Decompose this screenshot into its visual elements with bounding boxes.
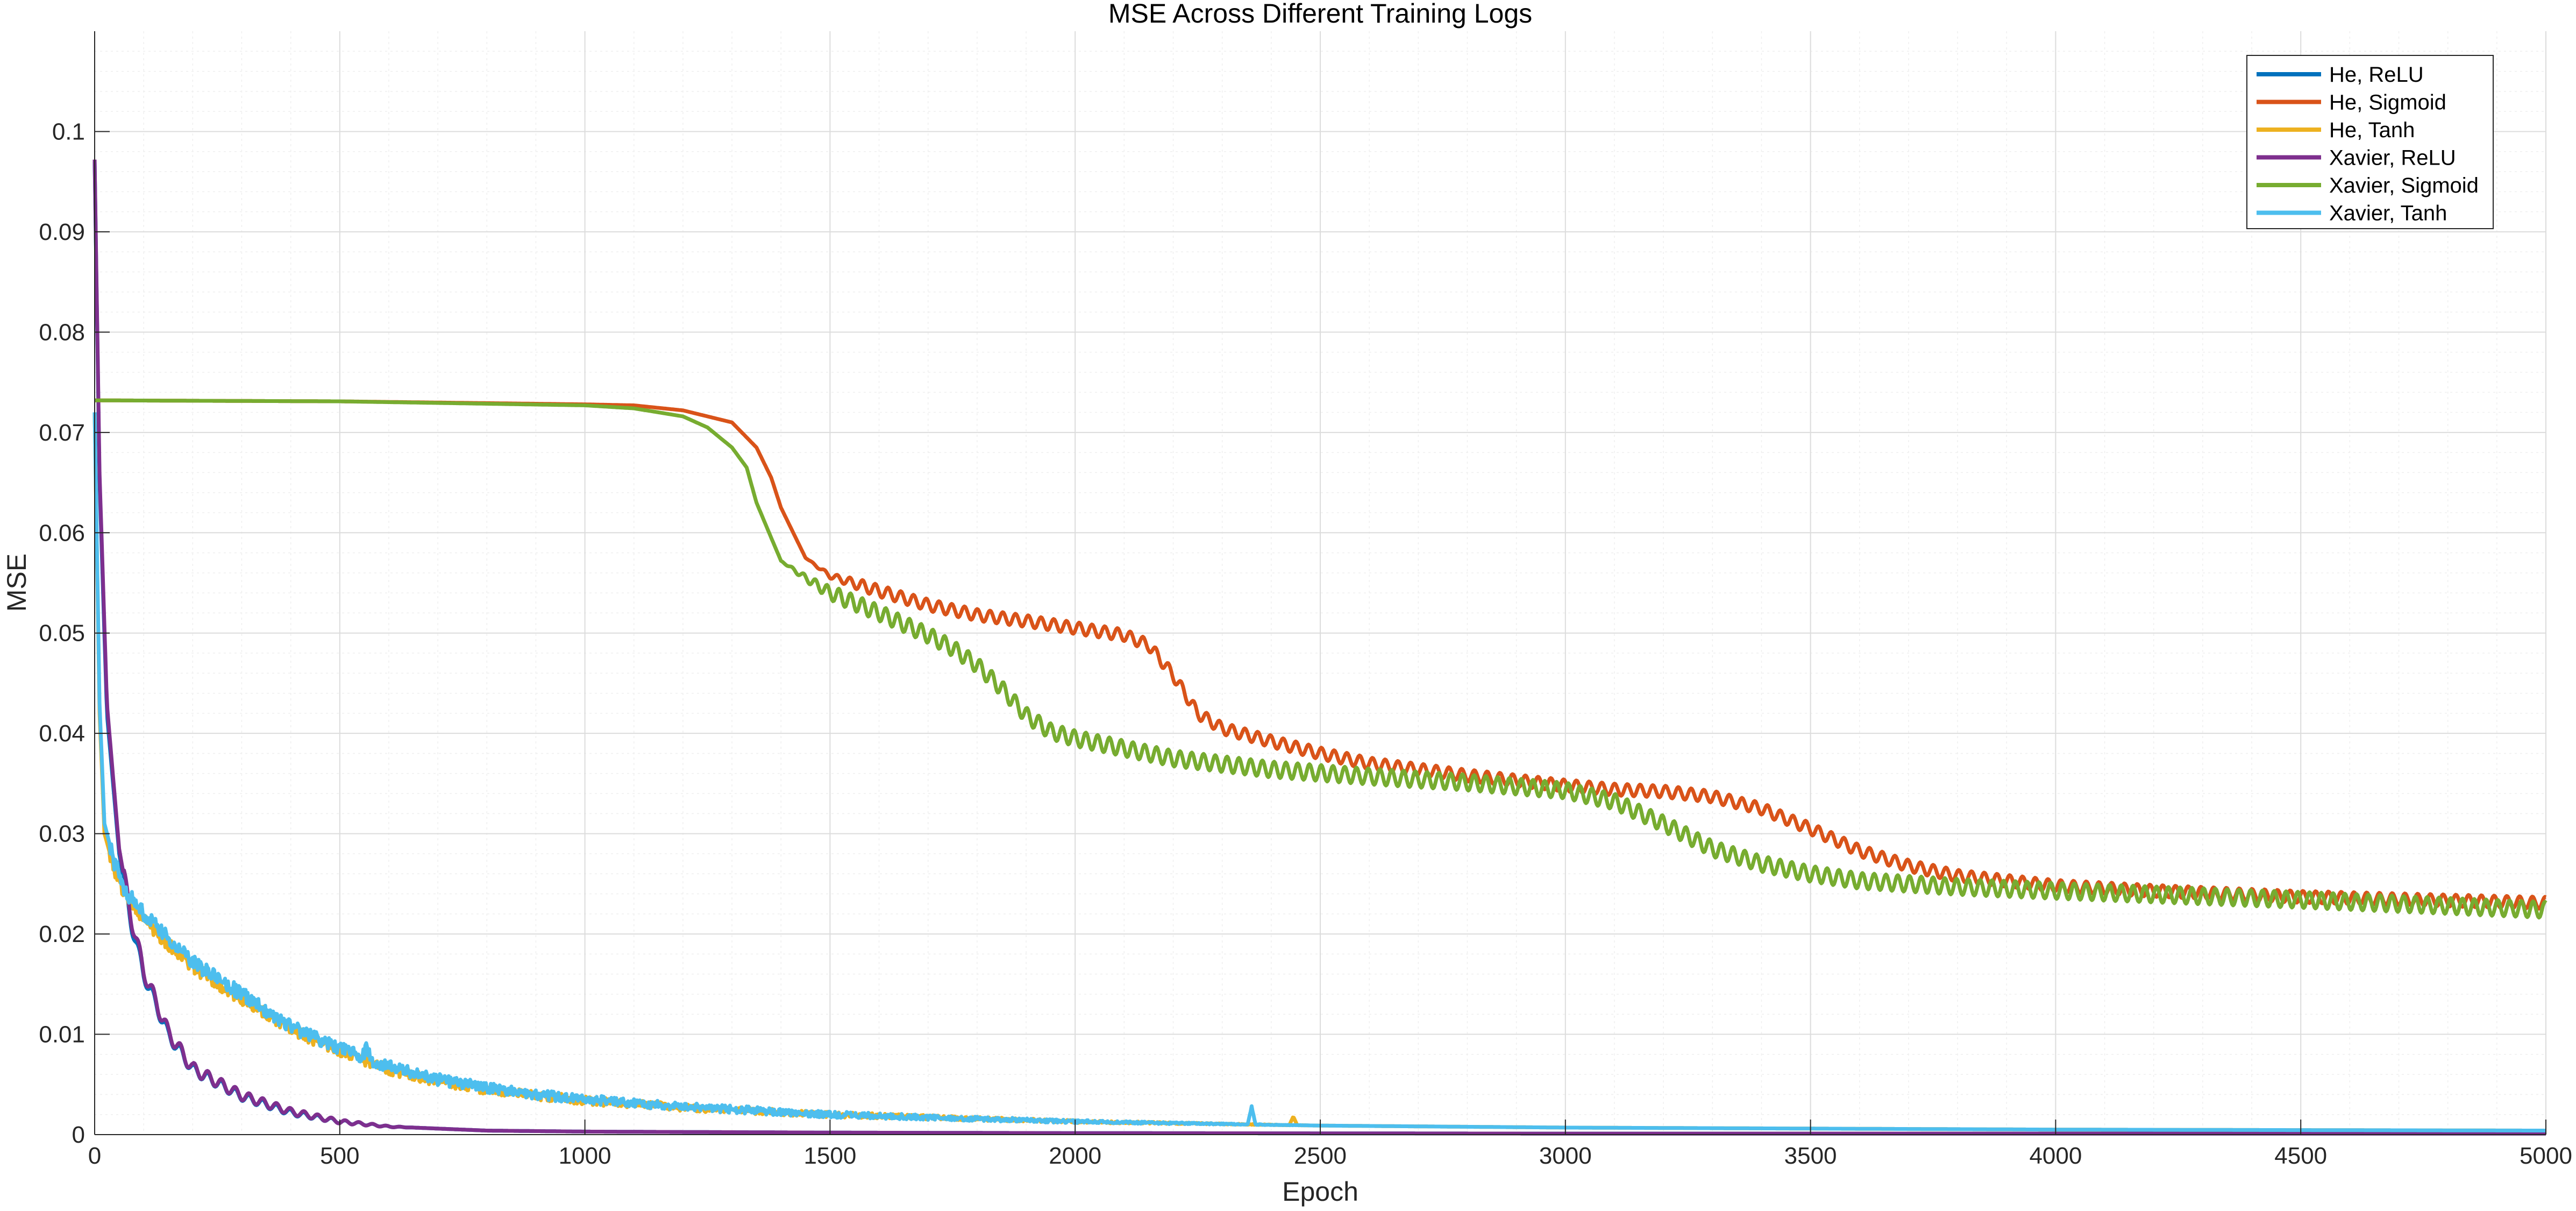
y-tick-label: 0.05 [39, 620, 85, 647]
legend-label: He, Tanh [2329, 118, 2415, 142]
chart-title: MSE Across Different Training Logs [1108, 0, 1532, 29]
series-line [94, 398, 2547, 920]
x-tick-label: 1000 [559, 1143, 611, 1169]
legend-label: Xavier, Tanh [2329, 202, 2447, 225]
x-tick-label: 3000 [1539, 1143, 1592, 1169]
y-axis-title: MSE [2, 554, 32, 612]
x-tick-label: 3500 [1784, 1143, 1837, 1169]
legend-label: Xavier, ReLU [2329, 146, 2456, 170]
x-tick-label: 2500 [1294, 1143, 1347, 1169]
legend-label: He, ReLU [2329, 63, 2424, 87]
legend: He, ReLU He, Sigmoid He, Tanh Xavier, ReLU X… [2246, 55, 2494, 229]
y-tick-label: 0.08 [39, 319, 85, 345]
legend-box [2246, 55, 2494, 229]
x-tick-label: 4000 [2029, 1143, 2082, 1169]
x-tick-label: 4500 [2274, 1143, 2327, 1169]
y-tick-label: 0.07 [39, 420, 85, 446]
y-tick-label: 0.1 [52, 118, 85, 145]
x-tick-label: 5000 [2520, 1143, 2572, 1169]
x-tick-label: 2000 [1049, 1143, 1101, 1169]
y-ticks: 0 0.01 0.02 0.03 0.04 0.05 0.06 0.07 0.08 0.09 0.1 [39, 118, 110, 1148]
x-ticks: 0 500 1000 1500 2000 2500 3000 3500 4000 4500 5000 [88, 1120, 2572, 1169]
legend-label: He, Sigmoid [2329, 91, 2446, 115]
x-tick-label: 1500 [803, 1143, 856, 1169]
x-tick-label: 500 [320, 1143, 359, 1169]
y-tick-label: 0.01 [39, 1022, 85, 1048]
x-tick-label: 0 [88, 1143, 101, 1169]
y-tick-label: 0.06 [39, 520, 85, 546]
y-tick-label: 0.04 [39, 720, 85, 747]
y-tick-label: 0.09 [39, 219, 85, 245]
y-tick-label: 0.02 [39, 921, 85, 947]
x-axis-title: Epoch [1282, 1177, 1358, 1207]
y-tick-label: 0.03 [39, 821, 85, 847]
y-tick-label: 0 [72, 1122, 85, 1148]
legend-label: Xavier, Sigmoid [2329, 174, 2479, 197]
